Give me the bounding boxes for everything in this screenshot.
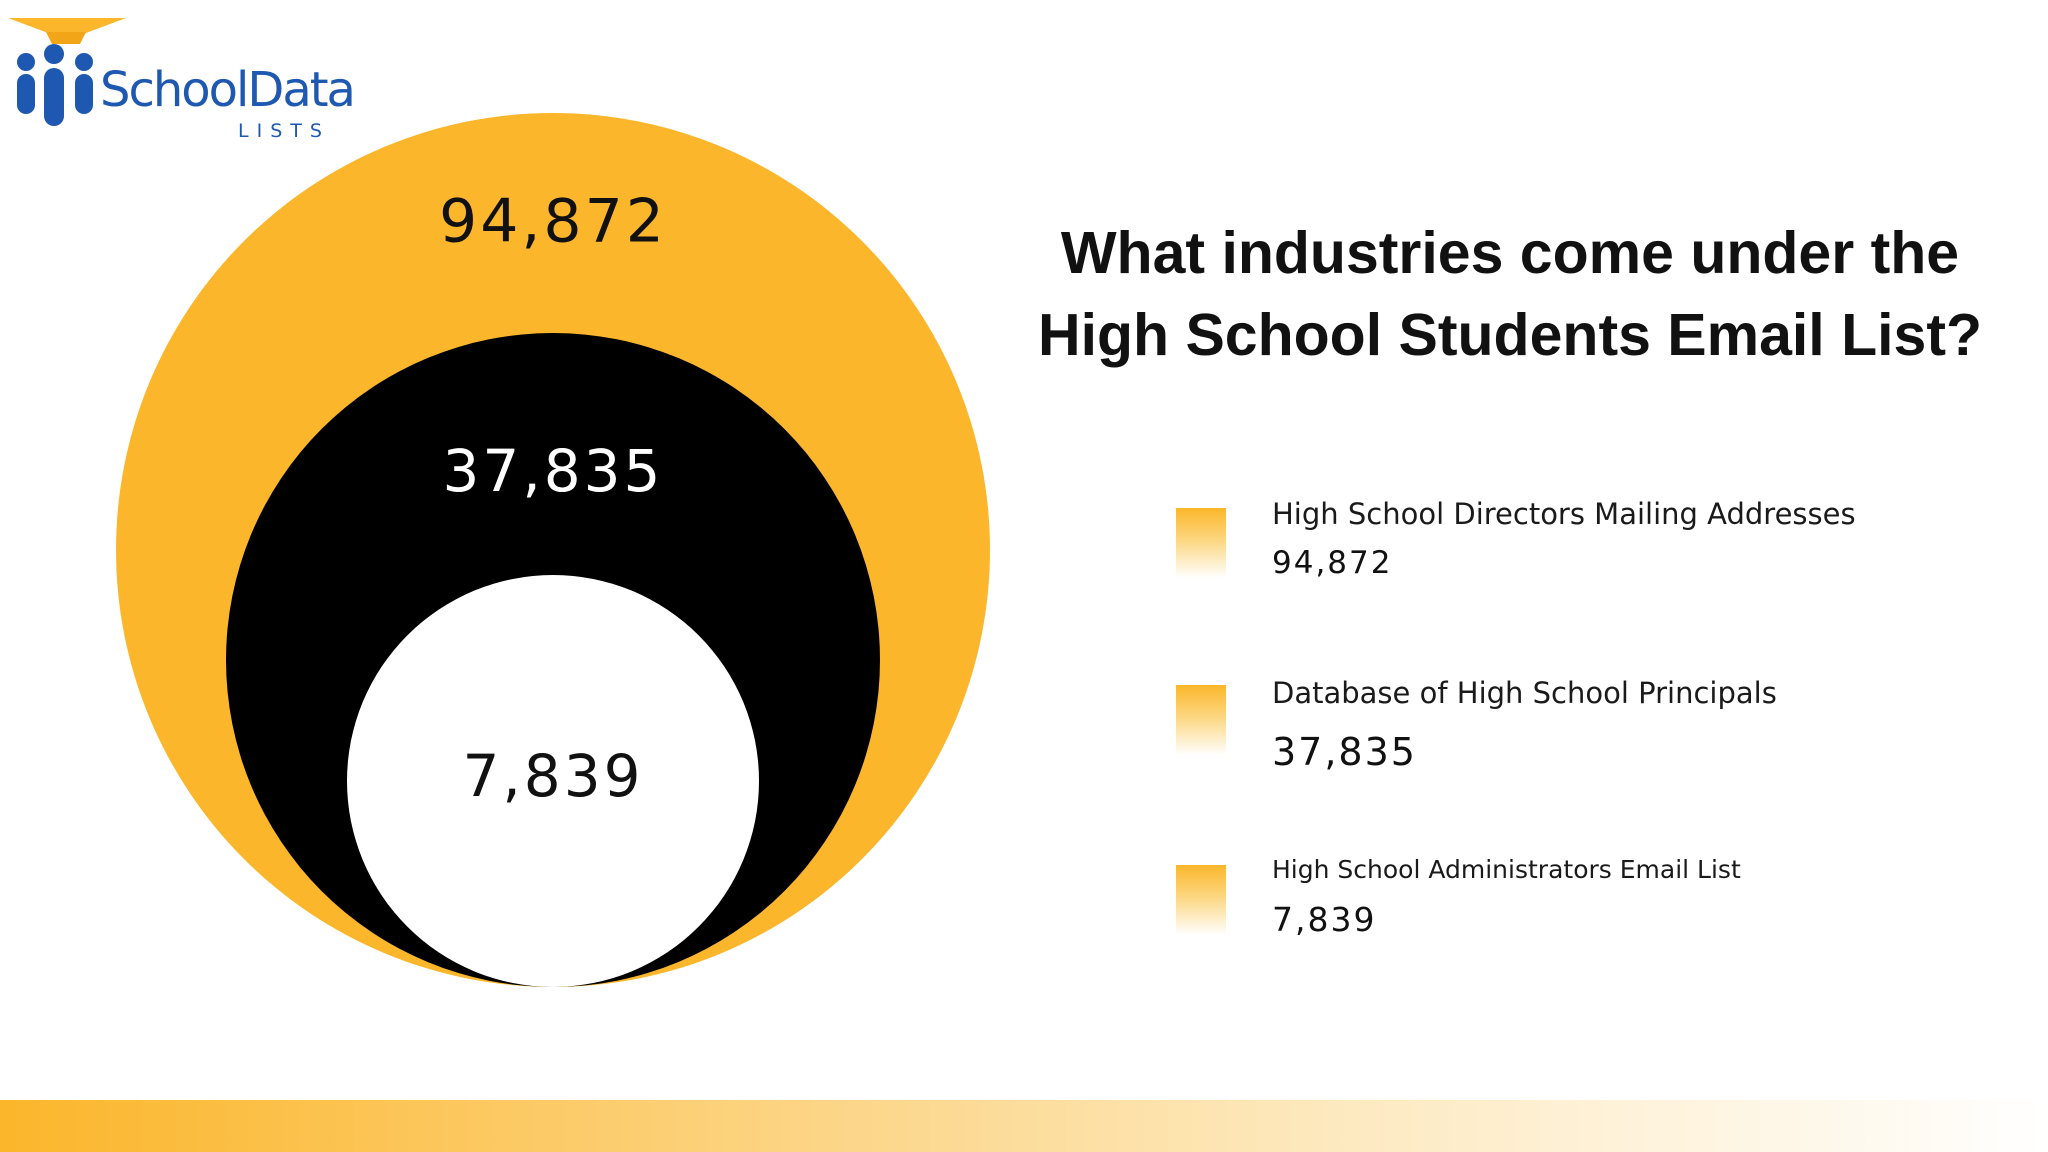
legend-swatch bbox=[1176, 685, 1226, 755]
logo-subtitle: LISTS bbox=[238, 120, 330, 142]
legend-label: High School Administrators Email List bbox=[1272, 855, 1741, 884]
legend-swatch bbox=[1176, 865, 1226, 935]
circle-value-label: 7,839 bbox=[462, 742, 643, 810]
nested-circle-chart: 94,872 37,835 7,839 bbox=[116, 113, 990, 987]
legend-swatch bbox=[1176, 508, 1226, 578]
graduation-cap-people-icon bbox=[8, 18, 126, 126]
chart-title: What industries come under the High Scho… bbox=[1037, 220, 1983, 368]
legend-value: 7,839 bbox=[1272, 900, 1377, 939]
legend-item-administrators: High School Administrators Email List 7,… bbox=[1176, 857, 1976, 977]
legend-value: 37,835 bbox=[1272, 730, 1417, 774]
legend-item-principals: Database of High School Principals 37,83… bbox=[1176, 679, 1976, 799]
bottom-gradient-bar bbox=[0, 1100, 2048, 1152]
logo-wordmark: SchoolData bbox=[100, 62, 356, 118]
legend-value: 94,872 bbox=[1272, 545, 1393, 581]
circle-value-label: 94,872 bbox=[439, 187, 667, 257]
school-data-lists-logo: SchoolData LISTS bbox=[8, 10, 356, 141]
legend-label: High School Directors Mailing Addresses bbox=[1272, 497, 1856, 531]
legend-label: Database of High School Principals bbox=[1272, 676, 1777, 710]
circle-2 bbox=[347, 575, 759, 987]
legend-item-directors: High School Directors Mailing Addresses … bbox=[1176, 500, 1976, 620]
circle-value-label: 37,835 bbox=[443, 437, 664, 505]
